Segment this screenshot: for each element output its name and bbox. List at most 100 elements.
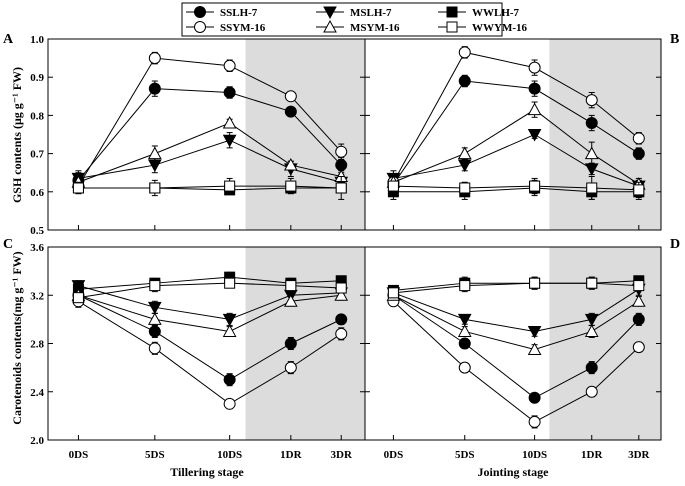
data-point-sslh-7 [585, 117, 598, 130]
data-point-sslh-7 [585, 361, 598, 374]
data-point-wwym-16 [72, 292, 84, 304]
data-point-sslh-7 [458, 75, 471, 88]
data-point-msym-16 [283, 294, 298, 307]
data-point-msym-16 [457, 146, 472, 160]
data-point-sslh-7 [458, 337, 471, 350]
y-axis-title-top: GSH contents (μg g⁻¹ FW) [10, 67, 24, 203]
y-axis-title-bottom: Carotenoids contents(mg g⁻¹ FW) [10, 251, 24, 424]
y-tick-label: 0.9 [30, 72, 44, 84]
legend-label-wwlh-7: WWLH-7 [472, 7, 520, 19]
legend-label-wwym-16: WWYM-16 [472, 22, 527, 34]
data-point-sslh-7 [335, 159, 348, 172]
x-tick-label: 10DS [217, 449, 242, 461]
series-wwym-16 [72, 277, 347, 304]
data-point-ssym-16 [528, 61, 541, 74]
data-point-sslh-7 [284, 105, 297, 118]
data-point-msym-16 [527, 342, 542, 356]
data-point-mslh-7 [527, 129, 542, 142]
data-point-ssym-16 [335, 145, 348, 158]
data-point-sslh-7 [223, 373, 236, 386]
data-point-mslh-7 [457, 159, 472, 173]
legend-label-mslh-7: MSLH-7 [350, 7, 392, 19]
series-ssym-16 [72, 51, 348, 193]
data-point-msym-16 [527, 102, 542, 116]
legend-marker-mslh-7 [323, 6, 337, 20]
panel-letter-d: D [670, 237, 680, 252]
panel-letter-c: C [3, 237, 13, 252]
data-point-sslh-7 [528, 82, 541, 95]
series-sslh-7 [72, 289, 348, 387]
y-tick-label: 0.8 [30, 110, 44, 122]
x-tick-label: 3DR [628, 449, 650, 461]
data-point-wwym-16 [529, 180, 541, 192]
data-point-wwym-16 [529, 277, 541, 289]
data-point-wwym-16 [459, 280, 471, 292]
data-point-msym-16 [631, 294, 646, 307]
data-point-msym-16 [584, 324, 599, 337]
y-tick-label: 2.0 [30, 435, 44, 447]
y-tick-label: 0.7 [30, 149, 44, 161]
data-point-msym-16 [147, 312, 162, 325]
y-tick-label: 3.2 [30, 290, 44, 302]
data-point-wwym-16 [387, 287, 399, 299]
y-tick-label: 2.8 [30, 339, 44, 351]
data-point-wwym-16 [633, 184, 645, 196]
x-tick-label: 1DR [280, 449, 302, 461]
legend-marker-wwym-16 [446, 21, 458, 33]
legend-label-sslh-7: SSLH-7 [220, 7, 258, 19]
series-wwym-16 [387, 176, 645, 200]
data-point-mslh-7 [457, 313, 472, 327]
y-tick-label: 0.5 [30, 225, 44, 237]
data-point-mslh-7 [222, 313, 237, 327]
data-point-ssym-16 [335, 327, 348, 340]
data-point-wwym-16 [586, 277, 598, 289]
data-point-ssym-16 [223, 59, 236, 72]
data-point-ssym-16 [284, 361, 297, 374]
data-point-msym-16 [222, 324, 237, 337]
x-axis-title-left: Tillering stage [170, 465, 244, 479]
data-point-sslh-7 [284, 337, 297, 350]
x-axis-title-right: Jointing stage [477, 465, 549, 479]
data-point-mslh-7 [527, 325, 542, 339]
legend-marker-msym-16 [323, 19, 337, 33]
series-ssym-16 [387, 46, 645, 191]
plot-frame [364, 246, 662, 441]
x-tick-label: 1DR [581, 449, 603, 461]
panel-b [364, 38, 662, 231]
data-point-sslh-7 [148, 325, 161, 338]
legend-marker-ssym-16 [194, 21, 206, 33]
data-point-ssym-16 [632, 341, 645, 354]
panel-c: 2.0 2.4 2.8 3.2 3.6 0DS 5DS 10DS 1DR 3DR [30, 242, 366, 461]
legend-marker-sslh-7 [194, 6, 206, 18]
data-point-wwym-16 [633, 280, 645, 292]
data-point-ssym-16 [458, 361, 471, 374]
y-tick-label: 3.6 [30, 242, 44, 254]
data-point-msym-16 [457, 324, 472, 337]
series-sslh-7 [72, 80, 348, 189]
data-point-ssym-16 [528, 415, 541, 428]
recovery-shading [245, 39, 365, 230]
data-point-wwym-16 [224, 180, 236, 192]
recovery-shading [245, 247, 365, 440]
data-point-msym-16 [334, 288, 349, 301]
data-point-msym-16 [584, 146, 599, 160]
y-tick-label: 2.4 [30, 387, 44, 399]
data-point-ssym-16 [148, 52, 161, 65]
data-point-wwym-16 [149, 182, 161, 194]
panel-a: 0.5 0.6 0.7 0.8 0.9 1.0 [30, 34, 366, 237]
legend-label-msym-16: MSYM-16 [350, 22, 400, 34]
data-point-wwym-16 [459, 182, 471, 194]
data-point-wwym-16 [586, 182, 598, 194]
legend-label-ssym-16: SSYM-16 [220, 22, 266, 34]
panel-letter-a: A [3, 32, 14, 47]
data-point-wwym-16 [335, 282, 347, 294]
data-point-mslh-7 [584, 313, 599, 327]
data-point-wwym-16 [72, 182, 84, 194]
data-point-wwym-16 [285, 180, 297, 192]
data-point-sslh-7 [148, 82, 161, 95]
data-point-wwym-16 [335, 182, 347, 194]
data-point-sslh-7 [528, 391, 541, 404]
data-point-wwym-16 [285, 280, 297, 292]
x-tick-label: 5DS [145, 449, 165, 461]
